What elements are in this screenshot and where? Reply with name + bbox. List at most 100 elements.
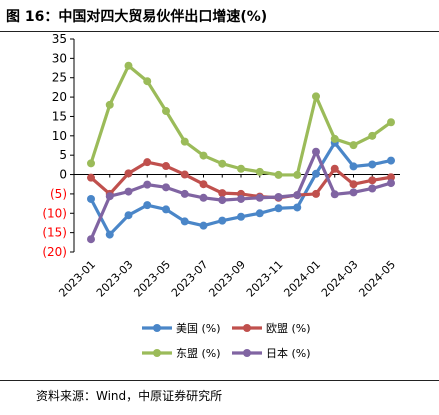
legend-swatch-marker [153,349,161,357]
data-point [387,156,395,165]
x-tick-label: 2024-05 [356,258,398,300]
data-point [274,170,283,179]
data-point [105,100,114,109]
data-point [180,189,189,198]
x-tick-label: 2024-03 [319,258,361,300]
x-tick-label: 2023-09 [206,258,248,300]
data-point [162,162,170,171]
series-4 [87,147,395,244]
data-point [105,230,114,239]
data-point [143,201,152,210]
data-point [293,203,302,212]
data-point [349,141,358,150]
legend-swatch-marker [153,324,161,332]
figure-title: 图 16：中国对四大贸易伙伴出口增速(%) [6,9,268,25]
y-tick-label: 30 [52,51,67,65]
data-point [162,107,170,116]
data-point [274,193,283,202]
legend-label: 欧盟 (%) [266,322,311,335]
series-3 [87,61,395,179]
data-point [162,205,170,214]
data-point [349,162,358,171]
legend-label: 日本 (%) [266,346,311,360]
data-point [180,217,189,226]
data-point [199,180,208,189]
y-tick-label: 15 [52,109,67,123]
data-point [124,169,133,178]
data-point [237,164,245,173]
y-tick-label: (20) [42,245,67,259]
data-point [87,173,95,182]
legend: 美国 (%) 欧盟 (%) 东盟 (%) 日本 (%) [142,322,311,360]
legend-label: 东盟 (%) [176,347,221,360]
data-point [312,169,320,178]
data-point [105,192,114,201]
x-tick-label: 2023-01 [56,258,98,300]
data-point [237,194,245,203]
data-point [218,196,227,205]
data-point [218,216,227,225]
legend-item: 欧盟 (%) [232,322,311,335]
legend-item: 东盟 (%) [142,347,221,360]
data-point [387,118,395,127]
data-point [87,235,95,244]
data-point [255,209,264,218]
data-point [87,194,95,203]
x-tick-label: 2023-05 [131,258,173,300]
data-point [330,190,339,199]
data-point [180,170,189,179]
data-point [330,164,339,173]
data-point [349,188,358,197]
data-point [274,204,283,213]
legend-swatch-marker [243,324,251,332]
data-point [387,179,395,188]
data-point [368,184,377,193]
data-point [143,77,152,86]
legend-label: 美国 (%) [176,322,221,335]
data-point [312,92,320,101]
data-point [199,151,208,160]
data-point [293,170,302,179]
data-point [255,167,264,176]
y-tick-label: (10) [42,206,67,220]
data-point [255,193,264,202]
series-lines [87,61,395,244]
data-point [387,173,395,182]
data-point [368,131,377,140]
data-point [199,221,208,230]
y-axis: 35 30 25 20 15 10 5 0 (5) (10) (15) (20) [42,32,75,259]
data-point [143,158,152,167]
x-tick-label: 2023-03 [94,258,136,300]
data-point [218,189,227,198]
data-point [312,189,320,198]
legend-item: 美国 (%) [142,322,221,335]
x-tick-label: 2023-11 [244,258,286,300]
y-tick-label: 20 [52,90,67,104]
data-point [180,137,189,146]
source-note: 资料来源：Wind，中原证券研究所 [36,389,223,403]
data-point [199,193,208,202]
data-point [368,160,377,169]
x-tick-label: 2023-07 [169,258,211,300]
y-tick-label: 25 [52,71,67,85]
data-point [143,180,152,189]
data-point [162,183,170,192]
bottom-rule [0,380,439,381]
y-tick-label: 35 [52,32,67,46]
y-tick-label: 10 [52,129,67,143]
data-point [218,159,227,168]
top-rule [0,31,439,32]
data-point [237,212,245,221]
legend-swatch-marker [243,349,251,357]
legend-item: 日本 (%) [232,346,311,360]
data-point [293,191,302,200]
data-point [349,180,358,189]
data-point [124,187,133,196]
data-point [124,61,133,70]
y-tick-label: (15) [42,226,67,240]
y-tick-label: (5) [50,187,67,201]
data-point [330,134,339,143]
x-tick-label: 2024-01 [281,258,323,300]
data-point [312,147,320,156]
